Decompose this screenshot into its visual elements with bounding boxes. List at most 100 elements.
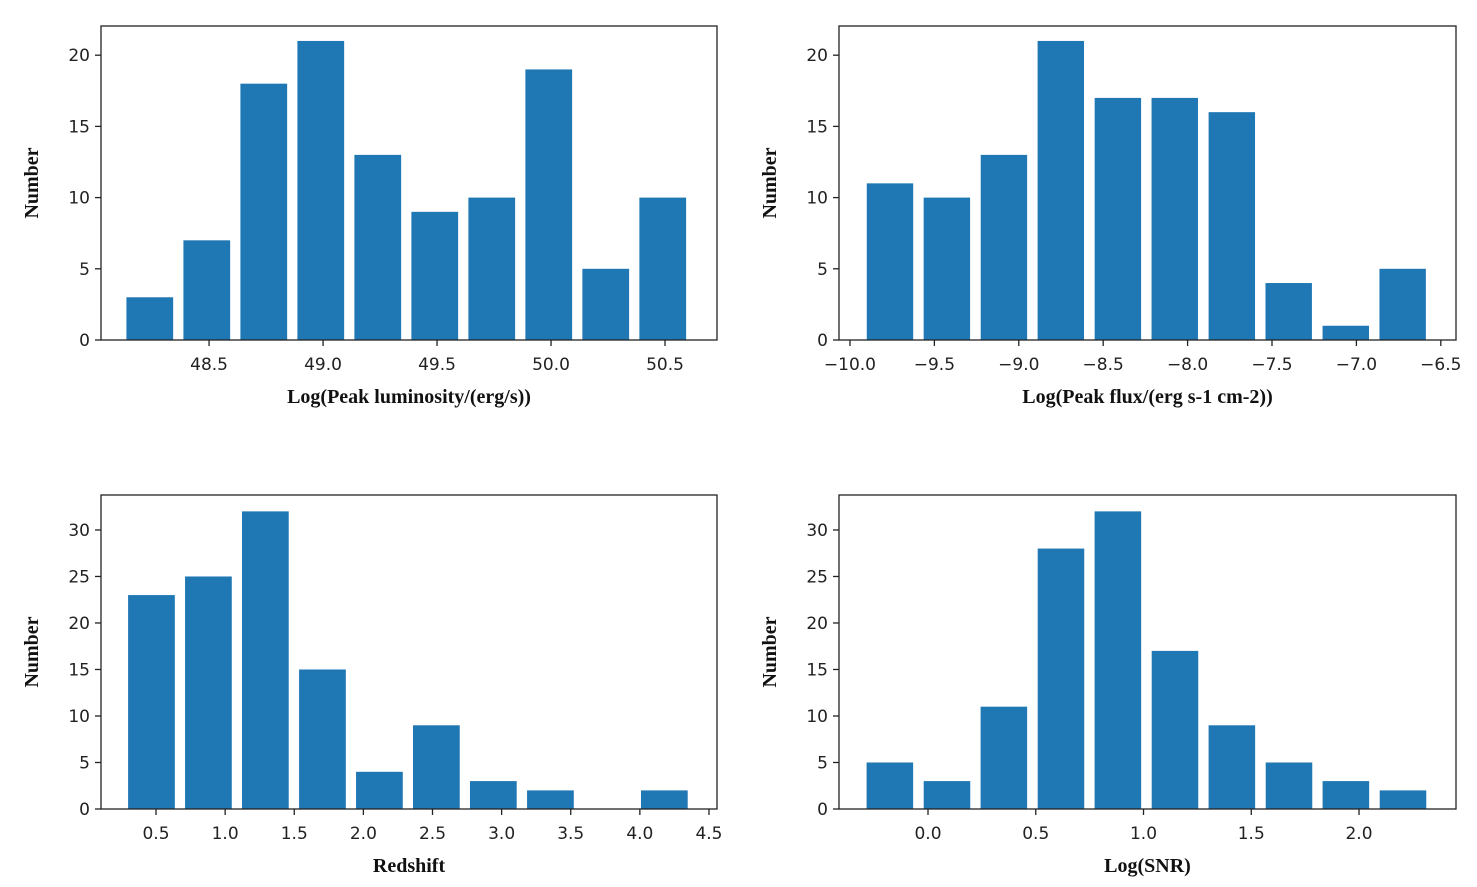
y-axis-label: Number [21, 147, 43, 218]
bar [468, 197, 516, 340]
x-tick-label: 1.5 [281, 824, 308, 844]
y-tick-label: 5 [817, 260, 828, 280]
axes-frame [100, 494, 718, 810]
bar [866, 762, 914, 809]
x-tick-label: 50.5 [646, 355, 684, 375]
y-tick-label: 5 [817, 753, 828, 773]
x-tick-label: −8.5 [1083, 355, 1124, 375]
chart-panel-peak-flux: −10.0 −9.5 −9.0 −8.5 −8.0 −7.5 −7.0 −6.5 0 5 10 15 2… [759, 25, 1461, 408]
x-tick-label: −9.5 [914, 355, 955, 375]
bar [469, 781, 517, 809]
bar [240, 83, 288, 341]
x-tick-label: 3.0 [488, 824, 515, 844]
y-tick-label: 20 [806, 46, 828, 66]
bar [299, 669, 346, 809]
x-tick-label: 2.5 [419, 824, 446, 844]
bar [1379, 268, 1426, 340]
x-axis-label: Log(SNR) [1104, 855, 1191, 877]
bar [1151, 650, 1199, 809]
bar [640, 790, 688, 809]
x-tick-label: −6.5 [1420, 355, 1461, 375]
axes-frame [100, 25, 718, 341]
x-tick-label: 2.0 [1345, 824, 1372, 844]
bar [1265, 283, 1312, 340]
x-tick-label: 1.0 [1130, 824, 1157, 844]
y-axis-label: Number [21, 616, 43, 687]
x-tick-label: −7.0 [1336, 355, 1377, 375]
x-axis-label: Log(Peak luminosity/(erg/s)) [287, 386, 531, 408]
bar [1094, 511, 1142, 809]
x-tick-label: 3.5 [557, 824, 584, 844]
bar [413, 725, 460, 809]
x-tick-label: 4.5 [695, 824, 722, 844]
bar [1208, 112, 1256, 340]
bar [639, 197, 687, 340]
y-tick-label: 0 [817, 331, 828, 351]
axes-frame [838, 25, 1457, 341]
y-tick-label: 15 [806, 117, 828, 137]
bar [1094, 97, 1142, 340]
x-axis-label: Log(Peak flux/(erg s-1 cm-2)) [1022, 386, 1273, 408]
x-tick-label: 4.0 [626, 824, 653, 844]
y-axis-label: Number [759, 616, 781, 687]
bar [356, 771, 403, 809]
y-tick-label: 25 [68, 567, 90, 587]
x-tick-label: 1.5 [1238, 824, 1265, 844]
x-tick-label: −7.5 [1251, 355, 1292, 375]
y-tick-label: 5 [79, 753, 90, 773]
chart-panel-snr: 0.0 0.5 1.0 1.5 2.0 0 5 10 15 20 25 30 Log(SNR) Numbe… [759, 494, 1457, 877]
y-tick-label: 30 [68, 521, 90, 541]
y-tick-label: 0 [817, 800, 828, 820]
x-tick-label: −10.0 [824, 355, 876, 375]
y-tick-label: 15 [68, 660, 90, 680]
bar [242, 511, 289, 809]
x-tick-label: 49.0 [304, 355, 342, 375]
x-tick-label: −8.0 [1167, 355, 1208, 375]
x-axis-label: Redshift [373, 855, 446, 877]
y-axis-label: Number [759, 147, 781, 218]
bar [183, 240, 231, 340]
bar [980, 154, 1028, 340]
bar [1322, 781, 1370, 809]
y-tick-label: 15 [806, 660, 828, 680]
y-tick-label: 30 [806, 521, 828, 541]
x-tick-label: 0.0 [914, 824, 941, 844]
bar [126, 297, 174, 340]
y-tick-label: 20 [68, 46, 90, 66]
bar [1037, 548, 1085, 809]
y-tick-label: 20 [68, 614, 90, 634]
bar [980, 706, 1028, 809]
x-tick-label: 50.0 [532, 355, 570, 375]
y-tick-label: 15 [68, 117, 90, 137]
y-tick-label: 5 [79, 260, 90, 280]
chart-panel-redshift: 0.5 1.0 1.5 2.0 2.5 3.0 3.5 4.0 4.5 0 5 10 15 20 25 30 R… [21, 494, 723, 877]
bar [128, 595, 175, 809]
bar [1379, 790, 1427, 809]
x-tick-label: 48.5 [190, 355, 228, 375]
chart-panel-luminosity: 48.5 49.0 49.5 50.0 50.5 0 5 10 15 20 Log(Peak lum… [21, 25, 718, 408]
y-tick-label: 0 [79, 331, 90, 351]
bar [525, 69, 573, 340]
bar [923, 781, 971, 809]
bar [185, 576, 232, 809]
bar [297, 40, 345, 340]
bar [1322, 325, 1369, 340]
bar [1265, 762, 1313, 809]
bar [923, 197, 971, 340]
y-tick-label: 10 [68, 189, 90, 209]
bar [1037, 40, 1085, 340]
x-tick-label: 2.0 [350, 824, 377, 844]
x-tick-label: 0.5 [142, 824, 169, 844]
bar [1151, 97, 1198, 340]
bar [354, 154, 402, 340]
x-tick-label: −9.0 [998, 355, 1039, 375]
y-tick-label: 10 [806, 189, 828, 209]
x-tick-label: 49.5 [418, 355, 456, 375]
y-tick-label: 0 [79, 800, 90, 820]
y-tick-label: 25 [806, 567, 828, 587]
y-tick-label: 10 [806, 707, 828, 727]
x-tick-label: 0.5 [1022, 824, 1049, 844]
bar [866, 183, 914, 340]
bar [527, 790, 574, 809]
bar [411, 211, 459, 340]
